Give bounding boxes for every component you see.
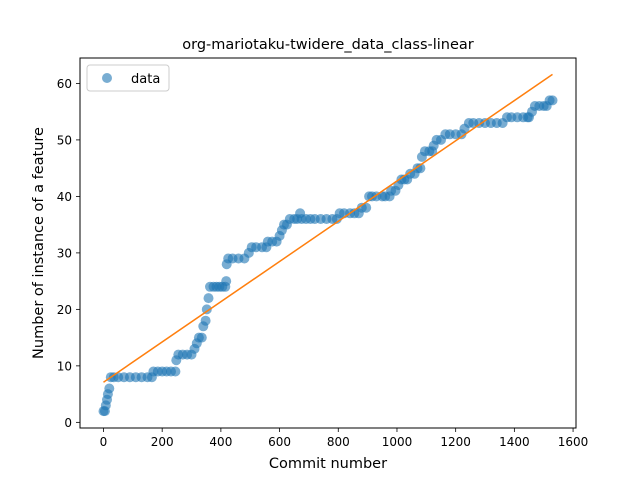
y-tick-label: 20 [57, 303, 72, 317]
data-point [201, 304, 212, 315]
x-tick-label: 200 [151, 435, 174, 449]
y-tick-label: 60 [57, 77, 72, 91]
x-tick-label: 1200 [440, 435, 471, 449]
data-point [203, 293, 214, 304]
y-tick-label: 10 [57, 359, 72, 373]
data-point [547, 95, 558, 106]
y-tick-label: 50 [57, 133, 72, 147]
data-point [361, 202, 372, 213]
x-tick-label: 1600 [558, 435, 589, 449]
axis-ticks: 0 200 400 600 800 1000 1200 1400 1600 0 10 20 30 40 50… [57, 77, 589, 449]
data-point [415, 163, 426, 174]
legend: data [86, 64, 170, 92]
linear-fit-line [103, 73, 553, 383]
axes-frame [79, 57, 577, 429]
y-tick-label: 30 [57, 246, 72, 260]
legend-label-data: data [131, 72, 160, 87]
legend-box [86, 64, 170, 92]
x-tick-label: 400 [209, 435, 232, 449]
y-axis-label: Number of instance of a feature [31, 127, 47, 359]
x-tick-label: 1400 [499, 435, 530, 449]
x-tick-label: 600 [268, 435, 291, 449]
chart-title: org-mariotaku-twidere_data_class-linear [182, 37, 474, 53]
y-tick-label: 0 [64, 416, 72, 430]
x-tick-label: 1000 [382, 435, 413, 449]
data-point [196, 332, 207, 343]
legend-marker-data [102, 73, 112, 83]
plot-area [98, 73, 558, 417]
data-point [200, 315, 211, 326]
data-point [221, 276, 232, 287]
x-tick-label: 800 [327, 435, 350, 449]
x-tick-label: 0 [100, 435, 108, 449]
data-point [104, 383, 115, 394]
y-tick-label: 40 [57, 190, 72, 204]
data-point [170, 366, 181, 377]
x-axis-label: Commit number [269, 456, 387, 472]
